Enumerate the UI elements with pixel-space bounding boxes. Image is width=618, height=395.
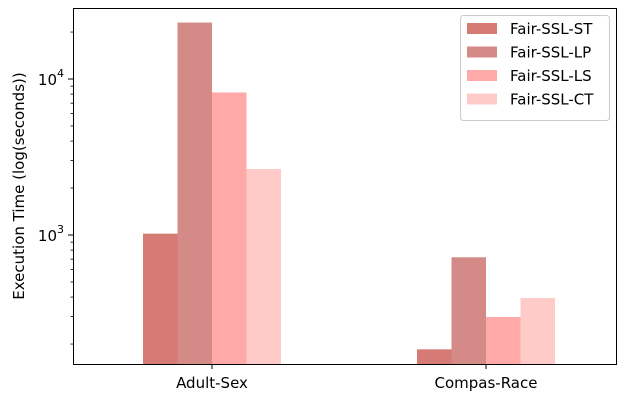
legend-swatch-fair-ssl-ct [467,93,497,105]
bar-fair-ssl-st-adult-sex [143,233,178,364]
legend-label: Fair-SSL-LP [510,44,591,62]
bar-fair-ssl-ct-adult-sex [246,168,281,364]
bars-layer [143,22,555,364]
bar-fair-ssl-ls-compas-race [486,317,521,364]
y-tick-exponent: 3 [57,223,64,236]
legend-swatch-fair-ssl-ls [467,70,497,81]
legend-label: Fair-SSL-LS [510,67,592,85]
bar-fair-ssl-st-compas-race [417,349,452,364]
y-tick-base: 10 [38,71,57,89]
legend: Fair-SSL-ST Fair-SSL-LP Fair-SSL-LS Fair-SS… [460,15,610,121]
legend-swatch-fair-ssl-st [467,23,497,34]
y-axis-title: Execution Time (log(seconds)) [10,72,28,299]
y-tick-label: 104 [38,67,64,89]
plot-frame [73,8,617,365]
legend-swatch-fair-ssl-lp [467,46,497,58]
bar-fair-ssl-ls-adult-sex [212,92,247,364]
legend-label: Fair-SSL-CT [510,91,594,109]
legend-label: Fair-SSL-ST [510,20,593,38]
x-tick-label: Compas-Race [435,374,538,392]
bar-fair-ssl-lp-compas-race [451,257,486,364]
legend-box [460,15,610,121]
y-tick-label: 103 [38,223,64,245]
x-tick-label: Adult-Sex [176,374,248,392]
bar-fair-ssl-lp-adult-sex [177,22,212,364]
y-tick-base: 10 [38,227,57,245]
y-tick-exponent: 4 [57,67,64,80]
bar-fair-ssl-ct-compas-race [520,297,555,364]
